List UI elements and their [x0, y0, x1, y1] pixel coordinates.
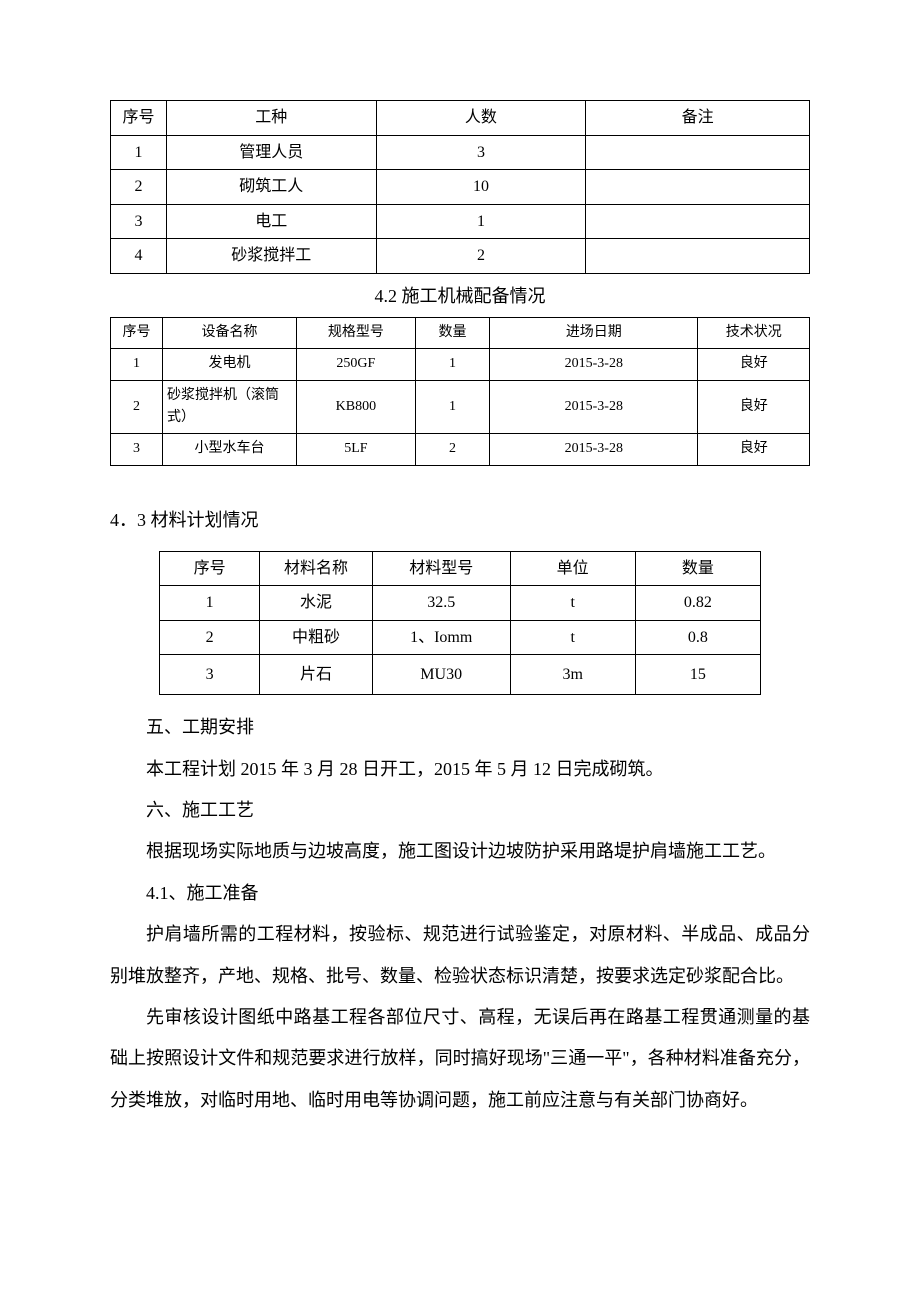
paragraph: 先审核设计图纸中路基工程各部位尺寸、高程，无误后再在路基工程贯通测量的基础上按照… [110, 997, 810, 1121]
cell: 2 [415, 434, 489, 465]
cell: 片石 [260, 655, 373, 695]
col-header: 进场日期 [490, 317, 698, 348]
cell: 2 [111, 170, 167, 205]
table-personnel: 序号 工种 人数 备注 1 管理人员 3 2 砌筑工人 10 3 电工 1 4 … [110, 100, 810, 274]
cell: 0.8 [635, 620, 760, 655]
cell: 15 [635, 655, 760, 695]
col-header: 数量 [415, 317, 489, 348]
table-equipment: 序号 设备名称 规格型号 数量 进场日期 技术状况 1 发电机 250GF 1 … [110, 317, 810, 466]
cell: 2 [111, 380, 163, 434]
paragraph-heading-5: 五、工期安排 [110, 707, 810, 748]
cell: 1 [415, 380, 489, 434]
cell: 3 [111, 204, 167, 239]
cell: 250GF [296, 349, 415, 380]
cell: 3 [160, 655, 260, 695]
col-header: 工种 [166, 101, 376, 136]
cell: 良好 [698, 349, 810, 380]
cell: 良好 [698, 380, 810, 434]
cell: t [510, 586, 635, 621]
cell: 3m [510, 655, 635, 695]
col-header: 设备名称 [163, 317, 297, 348]
cell: 1 [376, 204, 586, 239]
cell: 管理人员 [166, 135, 376, 170]
cell: 砂浆搅拌工 [166, 239, 376, 274]
cell: 1、Iomm [372, 620, 510, 655]
cell [586, 170, 810, 205]
col-header: 备注 [586, 101, 810, 136]
cell: 1 [111, 349, 163, 380]
col-header: 技术状况 [698, 317, 810, 348]
cell: 10 [376, 170, 586, 205]
cell: 0.82 [635, 586, 760, 621]
cell: 1 [111, 135, 167, 170]
table-row: 2 砌筑工人 10 [111, 170, 810, 205]
table-row: 1 水泥 32.5 t 0.82 [160, 586, 761, 621]
cell: 2015-3-28 [490, 434, 698, 465]
table-row: 2 砂浆搅拌机（滚筒式） KB800 1 2015-3-28 良好 [111, 380, 810, 434]
table-row: 3 小型水车台 5LF 2 2015-3-28 良好 [111, 434, 810, 465]
cell: 32.5 [372, 586, 510, 621]
cell: KB800 [296, 380, 415, 434]
cell [586, 239, 810, 274]
col-header: 规格型号 [296, 317, 415, 348]
section-heading-4-3: 4．3 材料计划情况 [110, 506, 810, 535]
cell: 发电机 [163, 349, 297, 380]
cell: t [510, 620, 635, 655]
table-row: 1 发电机 250GF 1 2015-3-28 良好 [111, 349, 810, 380]
table-row: 3 片石 MU30 3m 15 [160, 655, 761, 695]
cell: 3 [111, 434, 163, 465]
cell: 1 [160, 586, 260, 621]
table-row: 1 管理人员 3 [111, 135, 810, 170]
cell: 2015-3-28 [490, 349, 698, 380]
cell: 中粗砂 [260, 620, 373, 655]
col-header: 单位 [510, 551, 635, 586]
cell: 4 [111, 239, 167, 274]
table-row: 2 中粗砂 1、Iomm t 0.8 [160, 620, 761, 655]
table-row: 3 电工 1 [111, 204, 810, 239]
cell: 砌筑工人 [166, 170, 376, 205]
cell: 2 [376, 239, 586, 274]
paragraph-sub-4-1: 4.1、施工准备 [110, 873, 810, 914]
paragraph-heading-6: 六、施工工艺 [110, 790, 810, 831]
section-heading-4-2: 4.2 施工机械配备情况 [110, 282, 810, 311]
paragraph: 护肩墙所需的工程材料，按验标、规范进行试验鉴定，对原材料、半成品、成品分别堆放整… [110, 914, 810, 997]
table-row: 序号 材料名称 材料型号 单位 数量 [160, 551, 761, 586]
paragraph: 根据现场实际地质与边坡高度，施工图设计边坡防护采用路堤护肩墙施工工艺。 [110, 831, 810, 872]
col-header: 序号 [111, 101, 167, 136]
cell: 砂浆搅拌机（滚筒式） [163, 380, 297, 434]
col-header: 材料名称 [260, 551, 373, 586]
cell: 1 [415, 349, 489, 380]
table-row: 序号 工种 人数 备注 [111, 101, 810, 136]
paragraph: 本工程计划 2015 年 3 月 28 日开工，2015 年 5 月 12 日完… [110, 749, 810, 790]
table-row: 4 砂浆搅拌工 2 [111, 239, 810, 274]
cell: 良好 [698, 434, 810, 465]
col-header: 序号 [160, 551, 260, 586]
cell: 2 [160, 620, 260, 655]
cell: 2015-3-28 [490, 380, 698, 434]
cell [586, 204, 810, 239]
col-header: 序号 [111, 317, 163, 348]
cell: 小型水车台 [163, 434, 297, 465]
cell: 电工 [166, 204, 376, 239]
table-materials: 序号 材料名称 材料型号 单位 数量 1 水泥 32.5 t 0.82 2 中粗… [159, 551, 761, 696]
col-header: 人数 [376, 101, 586, 136]
col-header: 数量 [635, 551, 760, 586]
cell: MU30 [372, 655, 510, 695]
cell: 水泥 [260, 586, 373, 621]
body-text-block: 五、工期安排 本工程计划 2015 年 3 月 28 日开工，2015 年 5 … [110, 707, 810, 1121]
cell: 3 [376, 135, 586, 170]
cell [586, 135, 810, 170]
table-row: 序号 设备名称 规格型号 数量 进场日期 技术状况 [111, 317, 810, 348]
col-header: 材料型号 [372, 551, 510, 586]
cell: 5LF [296, 434, 415, 465]
